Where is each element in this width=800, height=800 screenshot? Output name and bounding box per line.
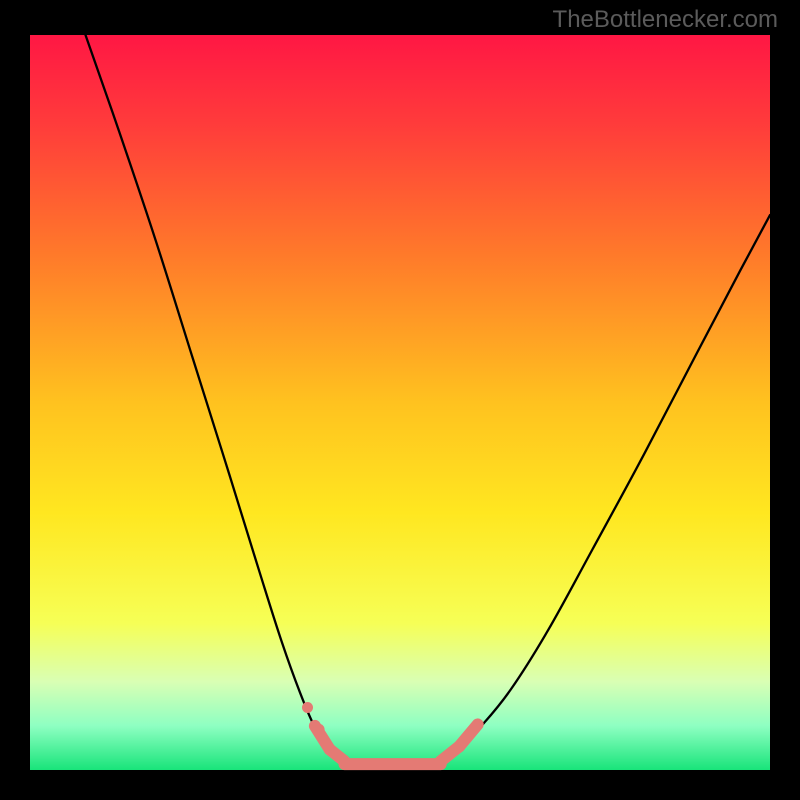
bottleneck-curve bbox=[86, 35, 771, 768]
optimal-range-marker bbox=[302, 702, 478, 764]
watermark-text: TheBottlenecker.com bbox=[553, 6, 778, 34]
chart-svg bbox=[0, 0, 800, 800]
